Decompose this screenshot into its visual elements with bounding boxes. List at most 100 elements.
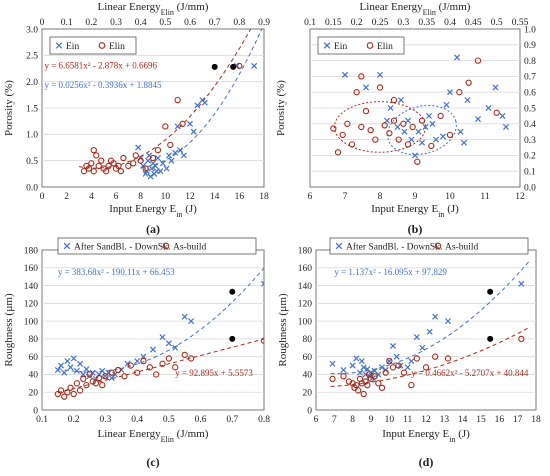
point-c-s1-14 <box>99 381 106 389</box>
point-a-s1-6 <box>95 162 102 170</box>
trend-equation-c-0: y = 383.68x² - 190.11x + 66.453 <box>58 267 175 277</box>
y-tick-label-c-0: 0 <box>33 406 38 416</box>
y-tick-label-d-2: 40 <box>303 371 313 381</box>
point-c-s1-22 <box>146 364 153 371</box>
y-tick-label-c-6: 120 <box>24 300 39 310</box>
y-tick-label-b-7: 0.7 <box>524 73 536 83</box>
point-d-s1-1 <box>340 373 347 380</box>
point-c-s0-25 <box>165 340 172 347</box>
point-d-s0-14 <box>378 364 386 371</box>
point-c-s1-0 <box>54 390 62 398</box>
x2-tick-label-a-0: 0 <box>40 18 45 28</box>
point-c-s0-4 <box>67 364 74 371</box>
point-a-s0-25 <box>201 99 208 106</box>
point-b-s0-7 <box>408 136 415 143</box>
legend-marker-d-0 <box>335 242 343 250</box>
legend-marker-a-0 <box>55 42 63 49</box>
x2-tick-label-b-1: 0.15 <box>325 18 342 28</box>
x2-tick-label-a-2: 0.2 <box>85 18 97 28</box>
x2-tick-label-a-4: 0.4 <box>135 18 147 28</box>
point-c-s1-2 <box>61 393 68 400</box>
point-b-s1-25 <box>474 57 482 64</box>
point-a-s0-27 <box>251 62 258 69</box>
x2-tick-label-a-8: 0.8 <box>233 18 245 28</box>
y-tick-label-b-10: 1.0 <box>524 25 536 35</box>
x-tick-label-a-5: 10 <box>161 192 171 202</box>
point-d-s0-18 <box>393 353 400 360</box>
point-b-s0-28 <box>460 139 468 146</box>
legend-marker-b-0 <box>323 42 331 49</box>
point-a-s0-23 <box>194 102 201 109</box>
point-a-s0-28 <box>135 144 142 151</box>
x2-axis-title-a: Linear EnergyElin (J/mm) <box>98 1 209 17</box>
x-tick-label-a-9: 18 <box>259 192 269 202</box>
legend-label-a-1: Elin <box>109 42 125 52</box>
x-axis-title-c: Linear EnergyElin (J/mm) <box>98 428 209 444</box>
point-d-s1-19 <box>389 364 397 371</box>
point-b-s0-15 <box>443 101 450 108</box>
point-c-s0-1 <box>58 362 65 369</box>
point-a-s0-18 <box>174 123 181 130</box>
point-c-s0-11 <box>89 369 96 376</box>
point-d-s1-18 <box>386 357 393 365</box>
legend-marker-c-1 <box>162 242 170 250</box>
y-tick-label-b-6: 0.6 <box>524 89 536 99</box>
point-c-s1-8 <box>80 375 87 383</box>
y-axis-title-d: Roughness (µm) <box>277 293 289 367</box>
point-a-s1-28 <box>236 62 243 70</box>
point-c-s0-5 <box>70 355 77 362</box>
point-c-s0-2 <box>61 369 68 376</box>
point-b-s1-12 <box>386 130 393 137</box>
x-tick-label-d-2: 8 <box>350 415 355 425</box>
point-d-s1-8 <box>358 380 365 387</box>
point-b-s0-9 <box>415 128 422 135</box>
point-c-s1-24 <box>159 360 166 367</box>
point-b-s0-5 <box>397 97 405 104</box>
x-tick-label-c-4: 0.5 <box>163 415 175 425</box>
panel-label-d: (d) <box>419 455 434 469</box>
point-a-s1-20 <box>137 157 144 164</box>
point-d-s1-11 <box>364 381 371 389</box>
point-d-s0-19 <box>397 362 404 369</box>
x2-tick-label-b-8: 0.5 <box>491 18 503 28</box>
point-b-s0-16 <box>446 89 454 96</box>
trend-equation-c-1: y = 92.895x + 5.5573 <box>175 368 253 378</box>
point-a-s1-18 <box>130 160 137 167</box>
point-d-s2-0 <box>487 288 494 295</box>
point-a-s1-5 <box>93 152 100 159</box>
y-tick-label-a-2: 1.0 <box>26 131 38 141</box>
point-c-s0-9 <box>83 366 90 373</box>
x-tick-label-b-3: 9 <box>413 192 418 202</box>
point-a-s0-19 <box>177 147 184 154</box>
point-c-s1-26 <box>172 364 179 371</box>
point-b-s1-21 <box>437 112 444 120</box>
x-tick-label-c-0: 0.1 <box>36 415 48 425</box>
panel-c: Linear EnergyElin (J/mm) Roughness (µm) … <box>3 237 270 469</box>
legend-marker-d-1 <box>434 242 442 250</box>
point-d-s0-4 <box>356 369 364 376</box>
point-d-s1-0 <box>329 375 336 383</box>
point-d-s0-27 <box>518 280 525 287</box>
point-a-s0-2 <box>145 157 152 164</box>
x-tick-label-d-4: 10 <box>385 415 395 425</box>
trend-equation-d-0: y = 1.137x² - 16.095x + 97.829 <box>334 267 447 277</box>
point-d-s0-1 <box>340 366 347 374</box>
point-d-s0-20 <box>404 364 411 371</box>
panel-label-c: (c) <box>146 455 159 469</box>
point-a-s0-21 <box>186 120 194 127</box>
legend-marker-c-0 <box>63 242 71 250</box>
point-b-s0-1 <box>362 84 370 91</box>
point-b-s0-24 <box>502 123 510 130</box>
point-b-s0-20 <box>474 116 482 123</box>
point-d-s1-23 <box>413 355 420 362</box>
x-tick-label-a-8: 16 <box>235 192 245 202</box>
x-axis-title-d: Input Energy Ein (J) <box>382 428 470 444</box>
point-d-s0-17 <box>389 342 397 350</box>
x2-tick-label-a-5: 0.5 <box>159 18 171 28</box>
y-tick-label-a-5: 2.5 <box>26 52 38 62</box>
point-b-s0-13 <box>432 136 440 143</box>
x-tick-label-c-3: 0.4 <box>131 415 143 425</box>
point-b-s1-16 <box>404 141 412 148</box>
y-tick-label-b-2: 0.2 <box>524 152 536 162</box>
